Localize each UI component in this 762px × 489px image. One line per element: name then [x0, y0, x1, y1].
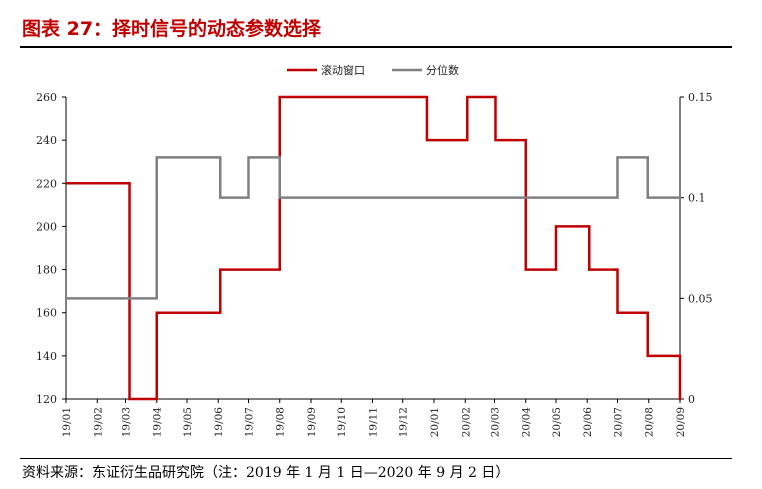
x-tick-label: 20/08 [644, 407, 656, 437]
y-tick-label-left: 200 [36, 220, 57, 233]
y-tick-label-left: 260 [36, 91, 57, 104]
x-tick-label: 20/05 [551, 407, 563, 437]
x-tick-label: 20/02 [460, 407, 472, 437]
x-tick-label: 19/10 [336, 407, 348, 437]
y-tick-label-right: 0 [688, 393, 695, 406]
x-tick-label: 20/01 [429, 407, 441, 437]
x-tick-label: 19/07 [243, 407, 255, 437]
x-tick-label: 19/03 [120, 407, 132, 437]
source-note: 资料来源：东证衍生品研究院（注：2019 年 1 月 1 日—2020 年 9 … [22, 465, 510, 481]
y-tick-label-left: 240 [36, 134, 57, 147]
y-tick-label-left: 220 [36, 177, 57, 190]
y-tick-label-left: 180 [36, 264, 57, 277]
x-tick-label: 20/07 [612, 407, 624, 437]
x-tick-label: 19/11 [367, 407, 379, 437]
x-tick-label: 19/05 [182, 407, 194, 437]
x-tick-label: 19/12 [398, 407, 410, 437]
x-tick-label: 19/08 [275, 407, 287, 437]
y-tick-label-left: 160 [36, 307, 57, 320]
x-tick-label: 20/03 [489, 407, 501, 437]
y-tick-label-right: 0.1 [688, 192, 706, 205]
x-tick-label: 19/06 [213, 407, 225, 438]
title-rule [20, 46, 732, 48]
series-line-rolling-window [66, 95, 682, 401]
figure-title: 图表 27：择时信号的动态参数选择 [22, 18, 322, 40]
y-tick-label-right: 0.05 [688, 292, 713, 305]
x-tick-label: 20/04 [521, 407, 533, 438]
y-tick-label-right: 0.15 [688, 91, 713, 104]
source-rule [20, 458, 732, 459]
x-tick-label: 19/09 [306, 407, 318, 437]
y-tick-label-left: 120 [36, 393, 57, 406]
legend-label: 分位数 [426, 63, 459, 77]
x-tick-label: 19/01 [61, 407, 73, 437]
x-tick-label: 20/09 [675, 407, 687, 437]
y-tick-label-left: 140 [36, 350, 57, 363]
x-tick-label: 20/06 [582, 407, 594, 438]
legend-label: 滚动窗口 [321, 63, 365, 77]
x-tick-label: 19/02 [92, 407, 104, 437]
x-tick-label: 19/04 [152, 407, 164, 438]
series-line-quantile [66, 156, 682, 300]
